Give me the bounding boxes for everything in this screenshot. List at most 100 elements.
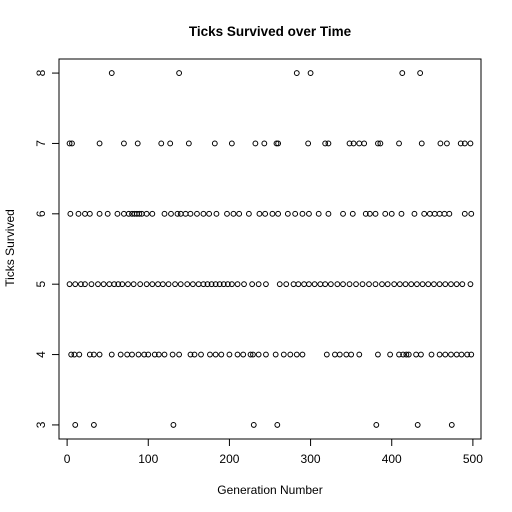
data-point bbox=[362, 141, 367, 146]
data-point bbox=[183, 211, 188, 216]
data-point bbox=[178, 282, 183, 287]
data-point bbox=[185, 282, 190, 287]
x-tick-label: 400 bbox=[382, 452, 402, 466]
data-point bbox=[414, 352, 419, 357]
data-point bbox=[96, 282, 101, 287]
data-point bbox=[76, 211, 81, 216]
data-point bbox=[328, 282, 333, 287]
data-point bbox=[89, 282, 94, 287]
data-point bbox=[373, 211, 378, 216]
data-point bbox=[293, 211, 298, 216]
data-point bbox=[144, 282, 149, 287]
data-point bbox=[414, 282, 419, 287]
data-point bbox=[449, 423, 454, 428]
data-point bbox=[281, 352, 286, 357]
data-point bbox=[122, 141, 127, 146]
data-point bbox=[235, 352, 240, 357]
data-point bbox=[397, 141, 402, 146]
data-point bbox=[443, 282, 448, 287]
data-point bbox=[138, 282, 143, 287]
data-point bbox=[253, 141, 258, 146]
data-point bbox=[326, 141, 331, 146]
data-point bbox=[169, 211, 174, 216]
data-point bbox=[427, 211, 432, 216]
data-point bbox=[186, 141, 191, 146]
data-point bbox=[264, 352, 269, 357]
data-point bbox=[250, 282, 255, 287]
data-point bbox=[300, 352, 305, 357]
data-point bbox=[288, 352, 293, 357]
data-point bbox=[308, 71, 313, 76]
chart-title: Ticks Survived over Time bbox=[189, 24, 352, 39]
y-tick-label: 5 bbox=[34, 281, 48, 288]
data-point bbox=[302, 282, 307, 287]
data-point bbox=[318, 282, 323, 287]
data-point bbox=[122, 211, 127, 216]
data-point bbox=[97, 211, 102, 216]
x-tick-label: 0 bbox=[64, 452, 71, 466]
data-point bbox=[341, 282, 346, 287]
data-point bbox=[156, 282, 161, 287]
data-point bbox=[125, 352, 130, 357]
data-point bbox=[177, 71, 182, 76]
data-point bbox=[419, 141, 424, 146]
data-point bbox=[468, 282, 473, 287]
data-point bbox=[373, 282, 378, 287]
data-point bbox=[357, 141, 362, 146]
data-point bbox=[160, 282, 165, 287]
data-point bbox=[347, 282, 352, 287]
data-point bbox=[468, 141, 473, 146]
data-point bbox=[231, 211, 236, 216]
data-point bbox=[225, 211, 230, 216]
x-axis-label: Generation Number bbox=[217, 483, 322, 497]
data-point bbox=[256, 282, 261, 287]
data-point bbox=[115, 211, 120, 216]
data-point bbox=[350, 211, 355, 216]
data-point bbox=[73, 423, 78, 428]
data-point bbox=[162, 352, 167, 357]
data-point bbox=[177, 352, 182, 357]
data-point bbox=[201, 211, 206, 216]
data-point bbox=[454, 282, 459, 287]
data-point bbox=[383, 211, 388, 216]
data-point bbox=[354, 282, 359, 287]
data-point bbox=[344, 352, 349, 357]
data-point bbox=[273, 352, 278, 357]
data-point bbox=[173, 282, 178, 287]
data-point bbox=[418, 71, 423, 76]
data-point bbox=[307, 211, 312, 216]
data-point bbox=[214, 211, 219, 216]
data-point bbox=[107, 282, 112, 287]
data-point bbox=[337, 352, 342, 357]
y-tick-label: 8 bbox=[34, 69, 48, 76]
data-point bbox=[469, 211, 474, 216]
data-point bbox=[109, 71, 114, 76]
data-point bbox=[227, 352, 232, 357]
data-point bbox=[367, 282, 372, 287]
data-point bbox=[437, 282, 442, 287]
data-point bbox=[170, 352, 175, 357]
data-point bbox=[171, 423, 176, 428]
data-point bbox=[326, 211, 331, 216]
data-point bbox=[429, 352, 434, 357]
data-point bbox=[388, 352, 393, 357]
data-point bbox=[307, 282, 312, 287]
data-point bbox=[276, 211, 281, 216]
data-point bbox=[247, 211, 252, 216]
data-point bbox=[256, 352, 261, 357]
data-point bbox=[72, 352, 77, 357]
data-point bbox=[97, 352, 102, 357]
data-point bbox=[131, 282, 136, 287]
data-point bbox=[376, 352, 381, 357]
data-point bbox=[118, 352, 123, 357]
data-point bbox=[333, 352, 338, 357]
data-point bbox=[144, 211, 149, 216]
data-point bbox=[449, 352, 454, 357]
data-point bbox=[83, 211, 88, 216]
y-tick-label: 4 bbox=[34, 351, 48, 358]
data-point bbox=[109, 352, 114, 357]
data-point bbox=[136, 352, 141, 357]
data-point bbox=[150, 211, 155, 216]
x-tick-label: 200 bbox=[219, 452, 239, 466]
